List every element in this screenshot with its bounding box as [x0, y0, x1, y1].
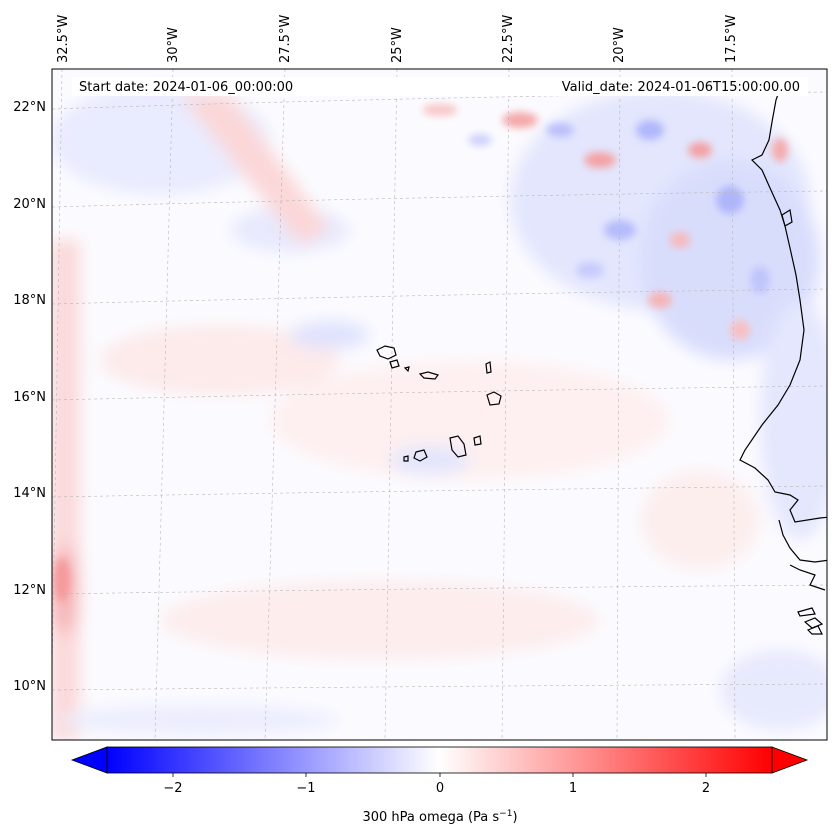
lat-label: 22°N [13, 100, 46, 115]
colorbar-tick-label: −1 [296, 781, 315, 796]
lon-label: 30°W [166, 27, 181, 63]
omega-field [52, 69, 827, 740]
island-santiago [449, 435, 467, 458]
lon-label: 27.5°W [278, 15, 293, 63]
colorbar-tick-label: −2 [163, 781, 182, 796]
lon-label: 17.5°W [724, 15, 739, 63]
colorbar-gradient [106, 746, 773, 774]
lat-label: 10°N [13, 679, 46, 694]
colorbar: −2 −1 0 1 2 300 hPa omega (Pa s−1) [70, 746, 809, 825]
coastline [376, 79, 827, 635]
island-sao-vicente [389, 359, 400, 369]
island-sal [485, 361, 492, 374]
lat-label: 18°N [13, 293, 46, 308]
left-latitude-labels: 22°N 20°N 18°N 16°N 14°N 12°N 10°N [13, 100, 46, 694]
island-sao-nicolau [418, 371, 439, 380]
island-brava [403, 455, 409, 462]
lon-label: 22.5°W [501, 15, 516, 63]
island-santo-antao [376, 345, 397, 360]
africa-coast [739, 79, 827, 523]
colorbar-tick-label: 0 [436, 781, 444, 796]
lat-label: 20°N [13, 197, 46, 212]
lon-label: 25°W [390, 27, 405, 63]
island-boa-vista [486, 391, 502, 406]
graticule [52, 69, 827, 740]
lat-label: 16°N [13, 390, 46, 405]
colorbar-left-extend [70, 746, 108, 774]
map-frame [51, 68, 828, 741]
valid-date-label: Valid_date: 2024-01-06T15:00:00.00 [562, 80, 800, 95]
lon-label: 32.5°W [56, 15, 71, 63]
colorbar-label: 300 hPa omega (Pa s−1) [362, 809, 517, 825]
lon-label: 20°W [612, 27, 627, 63]
colorbar-right-extend [771, 746, 809, 774]
lat-label: 14°N [13, 486, 46, 501]
start-date-label: Start date: 2024-01-06_00:00:00 [79, 80, 293, 95]
island-fogo [413, 449, 428, 462]
colorbar-tick-label: 2 [702, 781, 710, 796]
lat-label: 12°N [13, 583, 46, 598]
colorbar-tick-label: 1 [569, 781, 577, 796]
date-banner [72, 77, 808, 96]
top-longitude-labels: 32.5°W 30°W 27.5°W 25°W 22.5°W 20°W 17.5… [56, 15, 739, 63]
island-maio [473, 435, 482, 446]
